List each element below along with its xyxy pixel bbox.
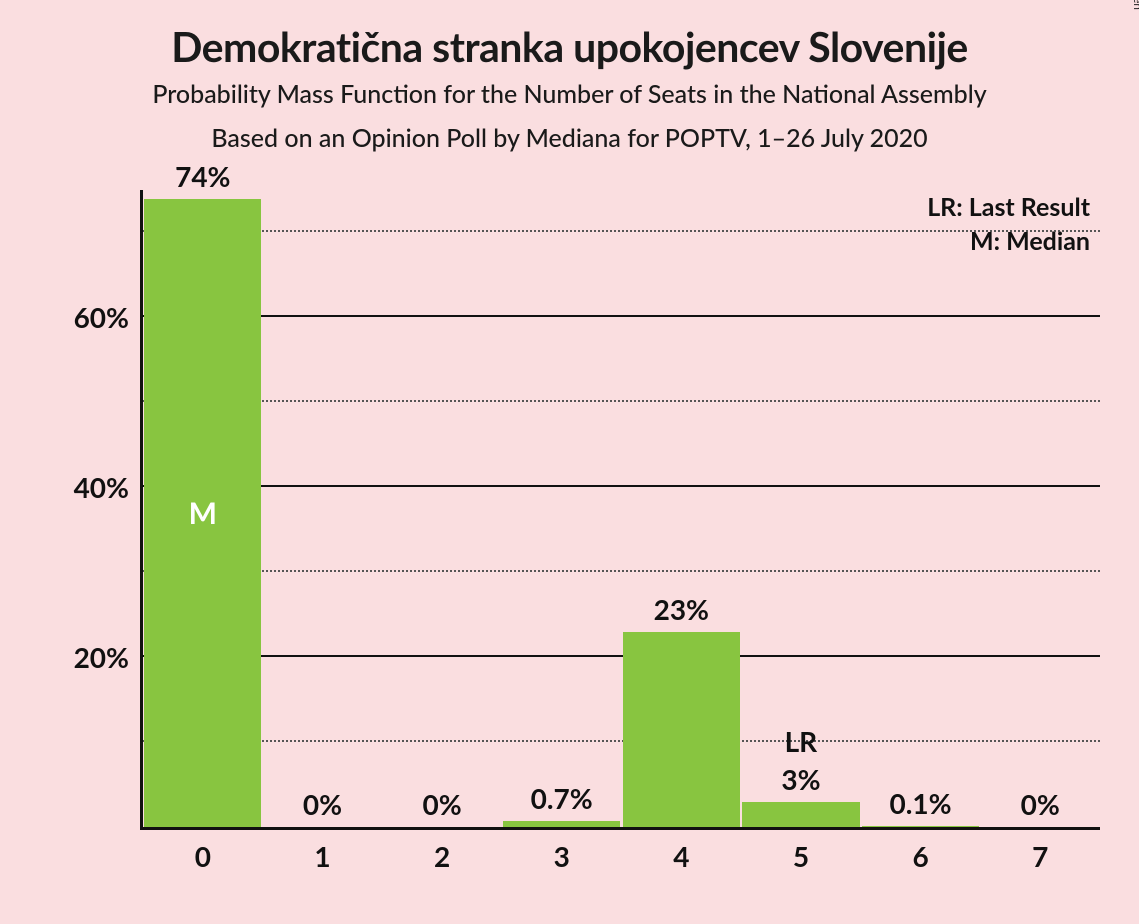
bar-value-label: 0% [383,787,500,827]
bar-value-label: 23% [623,592,740,632]
bar-value-label: 0% [982,787,1099,827]
grid-major-line: 20% [143,655,1100,657]
last-result-marker: LR [742,724,859,802]
bar: 23% [623,632,740,827]
y-axis-tick-label: 20% [74,640,143,674]
bar-value-label: 74% [144,159,261,199]
x-axis-tick-label: 5 [793,827,809,873]
chart-container: LR: Last Result M: Median 20%40%60%74%M0… [50,190,1110,890]
bar: 3%LR [742,802,859,827]
bar-value-label: 0.7% [503,781,620,821]
grid-minor-line [143,570,1100,572]
legend-lr: LR: Last Result [927,192,1090,222]
copyright-text: © 2020 Filip van Laenen [1131,0,1139,10]
bar-value-label: 0.1% [862,786,979,826]
median-marker: M [144,495,261,531]
x-axis-tick-label: 6 [912,827,928,873]
chart-title: Demokratična stranka upokojencev Sloveni… [0,22,1139,71]
grid-major-line: 60% [143,315,1100,317]
bar: 74%M [144,199,261,828]
grid-minor-line [143,740,1100,742]
grid-minor-line [143,400,1100,402]
chart-subtitle-2: Based on an Opinion Poll by Mediana for … [0,123,1139,153]
x-axis-tick-label: 2 [434,827,450,873]
grid-major-line: 40% [143,485,1100,487]
grid-minor-line [143,230,1100,232]
bar-value-label: 0% [264,787,381,827]
x-axis-tick-label: 1 [314,827,330,873]
x-axis-tick-label: 0 [195,827,211,873]
x-axis-tick-label: 7 [1032,827,1048,873]
y-axis-tick-label: 40% [74,470,143,504]
x-axis-tick-label: 3 [554,827,570,873]
plot-area: LR: Last Result M: Median 20%40%60%74%M0… [140,190,1100,830]
legend: LR: Last Result M: Median [927,192,1090,260]
y-axis-tick-label: 60% [74,300,143,334]
x-axis-tick-label: 4 [673,827,689,873]
chart-subtitle-1: Probability Mass Function for the Number… [0,79,1139,109]
chart-header: Demokratična stranka upokojencev Sloveni… [0,0,1139,153]
